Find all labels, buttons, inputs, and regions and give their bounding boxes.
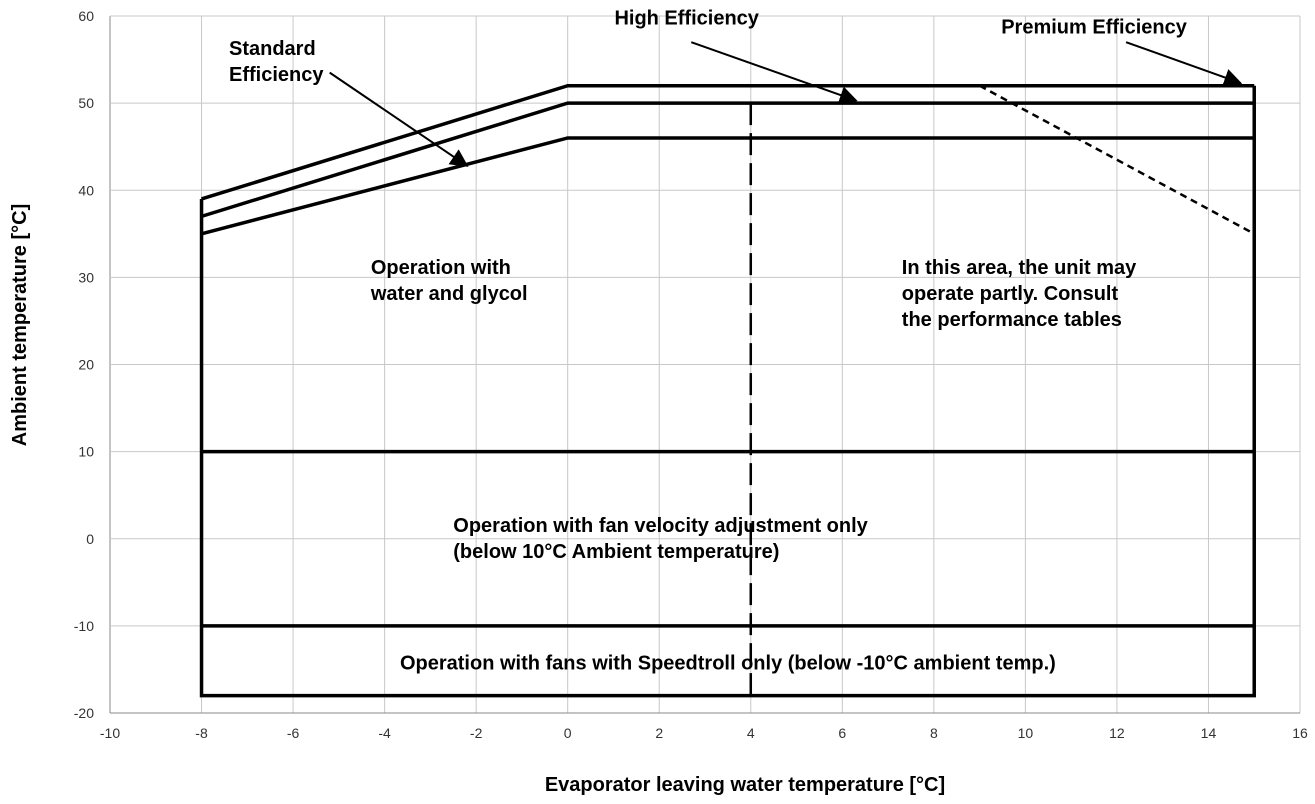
annotation-text: In this area, the unit may operate partly… <box>902 257 1137 331</box>
boundary-line-3 <box>199 85 1256 698</box>
series-lines <box>199 83 1256 698</box>
boundary-line-7 <box>979 84 1255 235</box>
x-tick-label: -2 <box>470 725 483 741</box>
y-tick-label: -20 <box>74 705 94 721</box>
series-line-premium-efficiency <box>201 83 1255 201</box>
series-line-standard-efficiency <box>201 136 1255 236</box>
annotation-text: Operation with fans with Speedtroll only… <box>400 652 1056 674</box>
x-tick-label: -4 <box>378 725 391 741</box>
annotation-arrow <box>1125 41 1243 87</box>
annotation-text: Operation with water and glycol <box>370 257 528 305</box>
x-tick-label: 2 <box>655 725 663 741</box>
annotation-arrow <box>329 71 469 167</box>
annotation-text: Operation with fan velocity adjustment o… <box>453 515 868 563</box>
x-tick-label: 4 <box>747 725 755 741</box>
y-tick-label: 40 <box>78 182 94 198</box>
y-tick-label: 0 <box>86 531 94 547</box>
x-tick-label: 14 <box>1201 725 1217 741</box>
x-tick-label: 12 <box>1109 725 1125 741</box>
x-tick-labels: -10 -8 -6 -4 -2 0 2 4 6 8 10 12 14 16 <box>100 725 1308 741</box>
y-tick-label: 50 <box>78 95 94 111</box>
annotation-text: High Efficiency <box>614 8 759 30</box>
x-tick-label: -10 <box>100 725 120 741</box>
y-tick-label: 10 <box>78 444 94 460</box>
y-axis-title: Ambient temperature [°C] <box>9 204 31 446</box>
x-axis-title: Evaporator leaving water temperature [°C… <box>545 774 945 796</box>
y-tick-labels: -20 -10 0 10 20 30 40 50 60 <box>74 8 94 721</box>
annotation-text: Standard Efficiency <box>229 38 324 86</box>
y-tick-label: 30 <box>78 269 94 285</box>
y-tick-label: 60 <box>78 8 94 24</box>
x-tick-label: 10 <box>1018 725 1034 741</box>
x-tick-label: -6 <box>287 725 300 741</box>
annotation-arrow <box>690 41 858 104</box>
x-tick-label: 0 <box>564 725 572 741</box>
y-tick-label: 20 <box>78 357 94 373</box>
annotation-text: Premium Efficiency <box>1001 16 1188 38</box>
x-tick-label: 16 <box>1292 725 1308 741</box>
series-line-high-efficiency <box>201 101 1255 219</box>
x-tick-label: 6 <box>838 725 846 741</box>
annotations: Standard Efficiency High Efficiency Premium… <box>229 8 1243 674</box>
x-tick-label: -8 <box>195 725 208 741</box>
y-tick-label: -10 <box>74 618 94 634</box>
x-tick-label: 8 <box>930 725 938 741</box>
